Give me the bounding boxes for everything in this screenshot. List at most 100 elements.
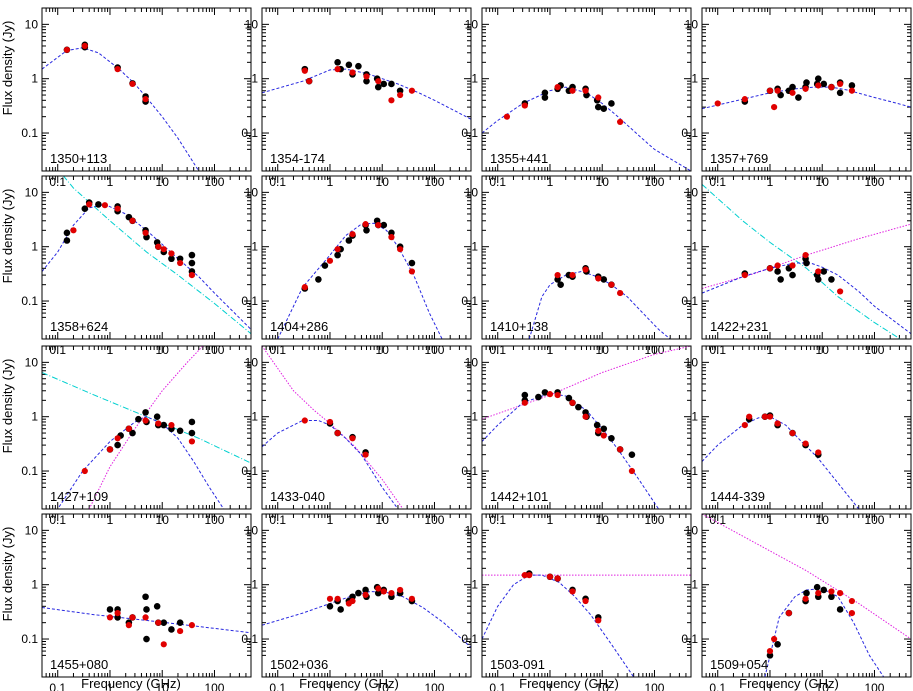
data-point bbox=[397, 91, 404, 99]
data-points bbox=[63, 199, 196, 279]
panel-frame bbox=[701, 513, 912, 678]
fit-curve bbox=[42, 47, 200, 171]
data-point bbox=[617, 289, 624, 297]
data-point bbox=[114, 614, 121, 621]
y-tick-label: 0.1 bbox=[21, 464, 38, 478]
data-points bbox=[301, 417, 369, 458]
data-point bbox=[106, 614, 114, 621]
data-point bbox=[176, 255, 184, 263]
y-tick-label: 1 bbox=[251, 578, 258, 592]
data-point bbox=[168, 250, 175, 257]
data-point bbox=[349, 597, 356, 605]
panel-frame bbox=[481, 345, 692, 510]
y-tick-label: 1 bbox=[691, 578, 698, 592]
fit-curve bbox=[764, 587, 885, 677]
curves bbox=[42, 47, 200, 171]
data-point bbox=[188, 622, 196, 629]
data-point bbox=[397, 246, 404, 253]
y-tick-label: 10 bbox=[245, 355, 259, 369]
data-point bbox=[129, 614, 136, 621]
x-tick-label: 1 bbox=[107, 681, 114, 691]
data-point bbox=[176, 619, 184, 626]
data-point bbox=[129, 80, 136, 88]
y-tick-label: 0.1 bbox=[21, 294, 38, 308]
y-tick-label: 0.1 bbox=[681, 294, 698, 308]
data-point bbox=[337, 606, 344, 613]
fit-curve bbox=[57, 416, 225, 509]
x-tick-label: 10 bbox=[596, 681, 610, 691]
data-points bbox=[326, 583, 416, 613]
data-point bbox=[582, 87, 589, 94]
axis-ticks bbox=[701, 345, 912, 509]
y-tick-label: 1 bbox=[251, 72, 258, 86]
data-point bbox=[345, 237, 353, 244]
data-point bbox=[188, 271, 196, 279]
data-point bbox=[617, 446, 624, 453]
y-tick-label: 0.1 bbox=[681, 126, 698, 140]
y-tick-label: 0.1 bbox=[461, 126, 478, 140]
power-law-line bbox=[62, 176, 251, 335]
data-point bbox=[802, 440, 809, 447]
data-point bbox=[388, 97, 395, 104]
data-points bbox=[63, 41, 149, 105]
source-name: 1509+054 bbox=[710, 657, 768, 672]
data-points bbox=[521, 389, 636, 475]
y-tick-label: 10 bbox=[245, 185, 259, 199]
data-point bbox=[160, 421, 168, 429]
data-point bbox=[101, 202, 109, 209]
data-point bbox=[766, 265, 774, 272]
data-point bbox=[326, 418, 334, 426]
data-point bbox=[188, 259, 196, 267]
data-point bbox=[106, 606, 114, 613]
data-point bbox=[820, 80, 828, 88]
x-axis-label: Frequency (GHz) bbox=[739, 676, 839, 691]
x-tick-label: 100 bbox=[204, 681, 224, 691]
x-tick-label: 100 bbox=[864, 681, 884, 691]
data-point bbox=[143, 635, 150, 643]
data-point bbox=[188, 251, 196, 259]
data-point bbox=[802, 252, 809, 259]
data-point bbox=[408, 259, 416, 267]
source-name: 1410+138 bbox=[490, 319, 548, 334]
data-point bbox=[142, 96, 149, 103]
data-point bbox=[70, 227, 77, 234]
panel-frame bbox=[41, 175, 252, 340]
y-tick-label: 1 bbox=[691, 72, 698, 86]
x-tick-label: 10 bbox=[156, 681, 170, 691]
data-point bbox=[595, 275, 602, 282]
data-point bbox=[569, 399, 576, 406]
y-axis-label: Flux density (Jy) bbox=[0, 21, 15, 116]
data-points bbox=[81, 409, 196, 475]
data-point bbox=[541, 94, 549, 101]
x-tick-label: 0.1 bbox=[269, 681, 286, 691]
power-law-line bbox=[702, 514, 911, 640]
data-point bbox=[142, 614, 149, 621]
data-point bbox=[362, 586, 369, 594]
panel-1503-091: 0.1 1 10 100 0.1 1 10 1503-091 bbox=[461, 513, 692, 691]
y-tick-label: 10 bbox=[25, 355, 39, 369]
data-point bbox=[168, 422, 175, 429]
panel-frame bbox=[481, 7, 692, 172]
data-points bbox=[301, 217, 416, 292]
data-point bbox=[541, 389, 549, 396]
data-point bbox=[362, 451, 369, 458]
curves bbox=[482, 346, 691, 509]
data-point bbox=[595, 94, 602, 101]
panel-frame bbox=[261, 175, 472, 340]
y-tick-label: 10 bbox=[465, 17, 479, 31]
data-point bbox=[349, 69, 356, 76]
x-tick-label: 10 bbox=[376, 681, 390, 691]
data-point bbox=[188, 429, 196, 437]
data-point bbox=[789, 262, 796, 269]
data-point bbox=[114, 441, 121, 449]
data-point bbox=[521, 572, 528, 579]
data-point bbox=[160, 246, 167, 253]
y-tick-label: 10 bbox=[685, 185, 699, 199]
data-point bbox=[349, 593, 356, 601]
panel-frame bbox=[41, 345, 252, 510]
data-point bbox=[129, 429, 136, 437]
data-point bbox=[177, 627, 184, 635]
